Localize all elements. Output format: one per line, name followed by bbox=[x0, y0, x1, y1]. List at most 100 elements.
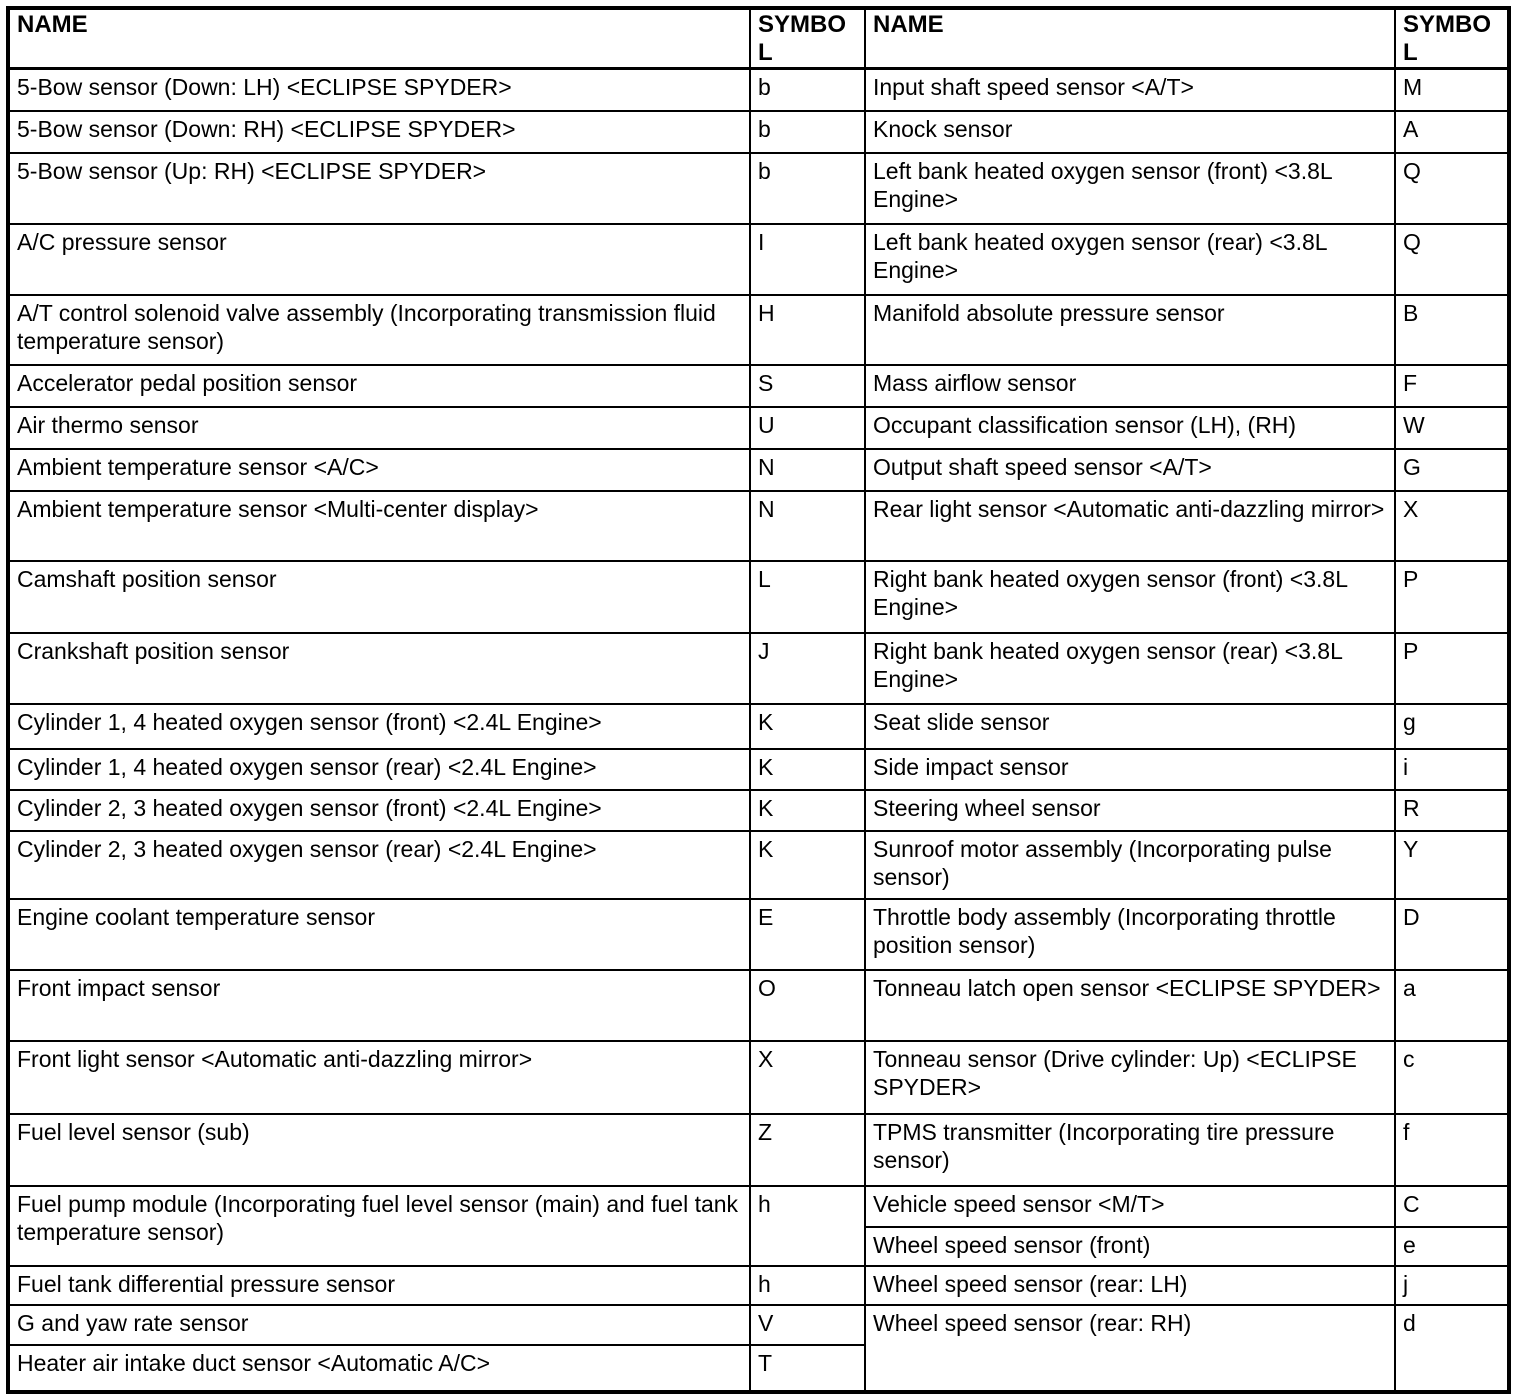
sensor-symbol-cell: a bbox=[1394, 968, 1510, 1042]
sensor-symbol-cell: d bbox=[1394, 1303, 1510, 1393]
column-header-name-left: NAME bbox=[7, 7, 751, 70]
table-row: G and yaw rate sensor V Wheel speed sens… bbox=[7, 1303, 1510, 1393]
sensor-symbol-cell: N bbox=[749, 489, 866, 562]
sensor-name-cell: A/T control solenoid valve assembly (Inc… bbox=[7, 293, 751, 366]
sensor-name-cell: Camshaft position sensor bbox=[7, 559, 751, 634]
sensor-name-cell: Accelerator pedal position sensor bbox=[7, 363, 751, 408]
sensor-symbol-cell: F bbox=[1394, 363, 1510, 408]
table-row: 5-Bow sensor (Up: RH) <ECLIPSE SPYDER> b… bbox=[7, 151, 1510, 225]
table-row: Ambient temperature sensor <A/C> N Outpu… bbox=[7, 447, 1510, 492]
sensor-name-cell: Cylinder 2, 3 heated oxygen sensor (rear… bbox=[7, 829, 751, 900]
column-header-symbol-right: SYMBOL bbox=[1394, 7, 1510, 70]
sensor-name-cell: Seat slide sensor bbox=[864, 702, 1396, 750]
sensor-name-cell: Wheel speed sensor (front) bbox=[864, 1225, 1396, 1267]
sensor-name-cell: Tonneau sensor (Drive cylinder: Up) <ECL… bbox=[864, 1039, 1396, 1115]
table-row: Accelerator pedal position sensor S Mass… bbox=[7, 363, 1510, 408]
sensor-name-cell: Mass airflow sensor bbox=[864, 363, 1396, 408]
table-row: Heater air intake duct sensor <Automatic… bbox=[7, 1343, 1509, 1393]
sensor-name-cell: Manifold absolute pressure sensor bbox=[864, 293, 1396, 366]
table-row: Crankshaft position sensor J Right bank … bbox=[7, 631, 1510, 705]
table-row: A/T control solenoid valve assembly (Inc… bbox=[7, 293, 1510, 366]
sensor-symbol-cell: Q bbox=[1394, 151, 1510, 225]
sensor-symbol-cell: O bbox=[749, 968, 866, 1042]
sensor-symbol-cell: N bbox=[749, 447, 866, 492]
sensor-name-cell: Tonneau latch open sensor <ECLIPSE SPYDE… bbox=[864, 968, 1396, 1042]
sensor-name-cell: Ambient temperature sensor <Multi-center… bbox=[7, 489, 751, 562]
sensor-name-cell: Engine coolant temperature sensor bbox=[7, 897, 751, 971]
table-row: Air thermo sensor U Occupant classificat… bbox=[7, 405, 1510, 450]
table-row: Cylinder 1, 4 heated oxygen sensor (rear… bbox=[7, 747, 1510, 791]
sensor-name-cell: 5-Bow sensor (Up: RH) <ECLIPSE SPYDER> bbox=[7, 151, 751, 225]
sensor-symbol-cell: I bbox=[749, 222, 866, 296]
sensor-symbol-cell: K bbox=[749, 702, 866, 750]
sensor-name-cell: Right bank heated oxygen sensor (rear) <… bbox=[864, 631, 1396, 705]
table-row: A/C pressure sensor I Left bank heated o… bbox=[7, 222, 1510, 296]
sensor-symbol-cell: K bbox=[749, 788, 866, 832]
table-row: Wheel speed sensor (front) e bbox=[8, 1225, 1510, 1267]
sensor-name-cell: Front impact sensor bbox=[7, 968, 751, 1042]
sensor-symbol-cell: f bbox=[1394, 1112, 1510, 1187]
sensor-symbol-cell: S bbox=[749, 363, 866, 408]
sensor-symbol-cell: Y bbox=[1394, 829, 1510, 900]
sensor-name-cell: Throttle body assembly (Incorporating th… bbox=[864, 897, 1396, 971]
sensor-symbol-cell: B bbox=[1394, 293, 1510, 366]
sensor-symbol-cell: E bbox=[749, 897, 866, 971]
sensor-name-cell: Cylinder 1, 4 heated oxygen sensor (fron… bbox=[7, 702, 751, 750]
sensor-symbol-cell: D bbox=[1394, 897, 1510, 971]
sensor-symbol-cell: X bbox=[1394, 489, 1510, 562]
sensor-symbol-cell: K bbox=[749, 747, 866, 791]
sensor-symbol-cell: b bbox=[749, 109, 866, 154]
sensor-symbol-cell: b bbox=[749, 151, 866, 225]
sensor-name-cell: Wheel speed sensor (rear: LH) bbox=[864, 1264, 1396, 1306]
table-row: Front light sensor <Automatic anti-dazzl… bbox=[7, 1039, 1510, 1115]
sensor-symbol-cell: i bbox=[1394, 747, 1510, 791]
table-row: Engine coolant temperature sensor E Thro… bbox=[7, 897, 1510, 971]
sensor-symbol-cell: h bbox=[749, 1184, 866, 1267]
sensor-name-cell: Cylinder 1, 4 heated oxygen sensor (rear… bbox=[7, 747, 751, 791]
sensor-symbol-cell: P bbox=[1394, 631, 1510, 705]
sensor-name-cell: 5-Bow sensor (Down: LH) <ECLIPSE SPYDER> bbox=[7, 67, 751, 112]
sensor-name-cell: Right bank heated oxygen sensor (front) … bbox=[864, 559, 1396, 634]
table-row: Camshaft position sensor L Right bank he… bbox=[7, 559, 1510, 634]
sensor-symbol-cell: T bbox=[749, 1343, 866, 1393]
sensor-name-cell: Ambient temperature sensor <A/C> bbox=[7, 447, 751, 492]
sensor-name-cell: Crankshaft position sensor bbox=[7, 631, 751, 705]
sensor-symbol-cell: V bbox=[749, 1303, 866, 1346]
table-row: 5-Bow sensor (Down: LH) <ECLIPSE SPYDER>… bbox=[7, 67, 1510, 112]
table-row: Cylinder 1, 4 heated oxygen sensor (fron… bbox=[7, 702, 1510, 750]
sensor-name-cell: Side impact sensor bbox=[864, 747, 1396, 791]
sensor-symbol-cell: C bbox=[1394, 1184, 1510, 1228]
sensor-symbol-cell: H bbox=[749, 293, 866, 366]
sensor-name-cell: Cylinder 2, 3 heated oxygen sensor (fron… bbox=[7, 788, 751, 832]
sensor-name-cell: Occupant classification sensor (LH), (RH… bbox=[864, 405, 1396, 450]
sensor-name-cell: Wheel speed sensor (rear: RH) bbox=[864, 1303, 1396, 1393]
table-row: Fuel level sensor (sub) Z TPMS transmitt… bbox=[7, 1112, 1510, 1187]
sensor-symbol-cell: U bbox=[749, 405, 866, 450]
sensor-name-cell: Fuel level sensor (sub) bbox=[7, 1112, 751, 1187]
sensor-name-cell: G and yaw rate sensor bbox=[7, 1303, 751, 1346]
sensor-symbol-cell: X bbox=[749, 1039, 866, 1115]
sensor-name-cell: Steering wheel sensor bbox=[864, 788, 1396, 832]
sensor-name-cell: 5-Bow sensor (Down: RH) <ECLIPSE SPYDER> bbox=[7, 109, 751, 154]
sensor-name-cell: Left bank heated oxygen sensor (rear) <3… bbox=[864, 222, 1396, 296]
sensor-name-cell: Air thermo sensor bbox=[7, 405, 751, 450]
sensor-name-cell: TPMS transmitter (Incorporating tire pre… bbox=[864, 1112, 1396, 1187]
sensor-symbol-table: NAME SYMBOL NAME SYMBOL 5-Bow sensor (Do… bbox=[6, 6, 1511, 1394]
sensor-symbol-cell: Q bbox=[1394, 222, 1510, 296]
column-header-name-right: NAME bbox=[864, 7, 1396, 70]
sensor-symbol-cell: J bbox=[749, 631, 866, 705]
sensor-name-cell: Output shaft speed sensor <A/T> bbox=[864, 447, 1396, 492]
table-row: Cylinder 2, 3 heated oxygen sensor (rear… bbox=[7, 829, 1510, 900]
sensor-name-cell: Fuel tank differential pressure sensor bbox=[7, 1264, 751, 1306]
sensor-symbol-cell: L bbox=[749, 559, 866, 634]
sensor-name-cell: Input shaft speed sensor <A/T> bbox=[864, 67, 1396, 112]
table-row: Front impact sensor O Tonneau latch open… bbox=[7, 968, 1510, 1042]
sensor-symbol-cell: G bbox=[1394, 447, 1510, 492]
sensor-symbol-cell: K bbox=[749, 829, 866, 900]
sensor-symbol-cell: P bbox=[1394, 559, 1510, 634]
sensor-symbol-cell: j bbox=[1394, 1264, 1510, 1306]
sensor-symbol-cell: e bbox=[1394, 1225, 1510, 1267]
sensor-name-cell: Vehicle speed sensor <M/T> bbox=[864, 1184, 1396, 1228]
sensor-name-cell: Front light sensor <Automatic anti-dazzl… bbox=[7, 1039, 751, 1115]
sensor-symbol-cell: g bbox=[1394, 702, 1510, 750]
